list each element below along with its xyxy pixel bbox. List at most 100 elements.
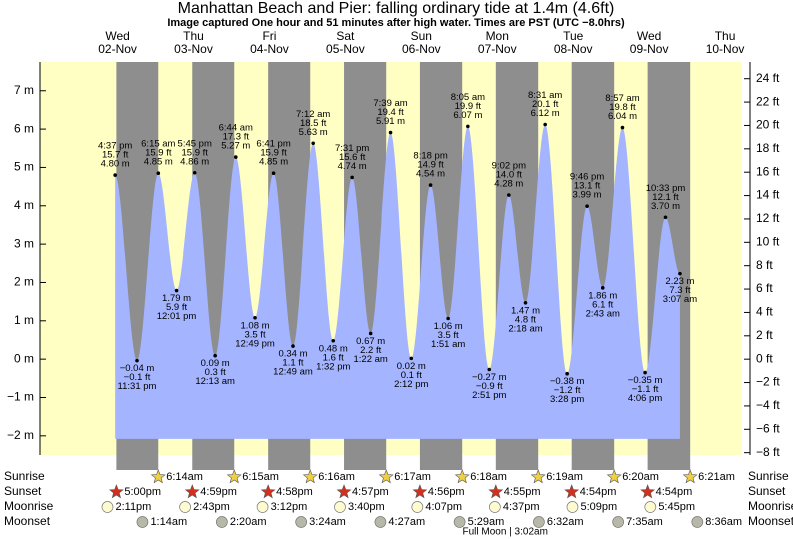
y2-tick-label: 4 ft xyxy=(756,305,773,319)
y-tick-label: 0 m xyxy=(14,351,34,365)
y2-tick-label: 10 ft xyxy=(756,234,780,248)
tide-point xyxy=(620,125,625,130)
moon-icon xyxy=(566,501,579,513)
tide-label: 1.06 m xyxy=(434,321,463,332)
tide-point xyxy=(487,367,492,372)
tide-label: 1.6 ft xyxy=(323,352,344,363)
tide-label: 2:18 am xyxy=(508,323,542,334)
day-date: 02-Nov xyxy=(98,42,137,56)
tide-label: 3.70 m xyxy=(651,201,680,212)
tide-point xyxy=(600,286,605,290)
tide-point xyxy=(368,331,373,336)
tide-point xyxy=(585,204,589,208)
row-label: Moonrise xyxy=(748,499,793,513)
tide-label: −0.1 ft xyxy=(124,372,151,383)
tide-label: 5.9 ft xyxy=(166,302,187,313)
tide-point xyxy=(271,171,276,175)
day-date: 04-Nov xyxy=(250,42,289,56)
tide-label: 12:01 pm xyxy=(157,311,197,322)
tide-point xyxy=(213,353,217,358)
moon-icon xyxy=(101,501,114,513)
moon-icon xyxy=(334,501,346,513)
tide-point xyxy=(350,175,354,180)
row-time: 6:19am xyxy=(546,471,583,483)
tide-label: 5:45 pm xyxy=(178,138,212,149)
y2-tick-label: 6 ft xyxy=(756,281,773,295)
y2-tick-label: −2 ft xyxy=(756,375,780,389)
tide-point xyxy=(678,271,682,276)
tide-label: 6.12 m xyxy=(531,108,560,119)
tide-label: 11:31 pm xyxy=(118,381,157,392)
tide-label: 12:49 am xyxy=(273,367,313,378)
tide-label: 1.1 ft xyxy=(282,358,303,369)
full-moon-label: Full Moon | 3:02am xyxy=(463,527,548,538)
moon-icon xyxy=(612,516,624,528)
tide-label: 8:57 am xyxy=(605,93,639,104)
tide-label: 10:33 pm xyxy=(646,183,686,194)
row-time: 8:36am xyxy=(705,516,742,528)
tide-label: 6.04 m xyxy=(608,111,637,122)
moon-icon xyxy=(256,501,269,513)
row-time: 2:20am xyxy=(230,516,267,528)
tide-label: 19.8 ft xyxy=(609,102,636,113)
tide-point xyxy=(156,171,161,175)
tide-label: 4:37 pm xyxy=(98,141,132,152)
tide-label: 2.23 m xyxy=(665,276,694,287)
tide-label: 6:44 am xyxy=(219,123,253,134)
row-time: 4:58pm xyxy=(276,486,313,498)
sun-icon xyxy=(378,469,394,484)
day-date: 08-Nov xyxy=(554,42,593,56)
tide-point xyxy=(428,183,433,187)
tide-label: 15.6 ft xyxy=(339,152,366,163)
tide-label: 9:46 pm xyxy=(570,172,604,183)
sun-icon xyxy=(640,484,656,499)
row-time: 5:45pm xyxy=(658,501,695,513)
sun-icon xyxy=(564,484,580,499)
day-date: 07-Nov xyxy=(478,42,517,56)
sun-icon xyxy=(336,484,352,499)
tide-label: 0.67 m xyxy=(356,336,385,347)
day-weekday: Sat xyxy=(336,29,355,43)
day-date: 06-Nov xyxy=(402,42,441,56)
tide-label: 14.9 ft xyxy=(417,160,444,171)
moon-icon xyxy=(136,516,149,528)
tide-label: 4.54 m xyxy=(416,169,445,180)
row-time: 6:32am xyxy=(547,516,584,528)
tide-label: 5.27 m xyxy=(221,141,250,152)
day-weekday: Wed xyxy=(105,29,129,43)
day-weekday: Wed xyxy=(637,29,661,43)
tide-point xyxy=(331,338,336,343)
tide-label: 18.5 ft xyxy=(300,118,327,129)
row-time: 6:17am xyxy=(394,471,431,483)
tide-label: 0.09 m xyxy=(201,358,230,369)
day-date: 05-Nov xyxy=(326,42,365,56)
row-label: Sunrise xyxy=(4,469,45,483)
row-label: Moonset xyxy=(4,514,51,528)
day-weekday: Thu xyxy=(183,29,204,43)
tide-point xyxy=(113,173,117,177)
tide-label: 5.91 m xyxy=(376,116,405,127)
moon-icon xyxy=(533,516,545,528)
y-tick-label: 5 m xyxy=(14,160,34,174)
tide-label: 0.02 m xyxy=(397,361,426,372)
tide-label: −0.27 m xyxy=(472,372,507,383)
tide-point xyxy=(233,155,238,159)
tide-label: 4.85 m xyxy=(144,157,173,168)
row-time: 3:40pm xyxy=(348,501,385,513)
tide-label: 8:31 am xyxy=(528,90,562,101)
y2-tick-label: 24 ft xyxy=(756,71,780,85)
tide-label: 5.63 m xyxy=(299,127,328,138)
y-tick-label: −2 m xyxy=(7,428,34,442)
row-time: 6:16am xyxy=(318,471,355,483)
tide-label: 7:12 am xyxy=(296,109,330,120)
tide-label: 3.5 ft xyxy=(244,329,265,340)
tide-point xyxy=(253,315,257,320)
day-date: 09-Nov xyxy=(630,42,669,56)
y-tick-label: 7 m xyxy=(14,83,34,97)
day-weekday: Thu xyxy=(715,29,736,43)
y2-tick-label: 22 ft xyxy=(756,94,780,108)
y2-tick-label: −8 ft xyxy=(756,445,780,459)
sun-icon xyxy=(530,469,546,484)
tide-label: −1.2 ft xyxy=(554,385,581,396)
